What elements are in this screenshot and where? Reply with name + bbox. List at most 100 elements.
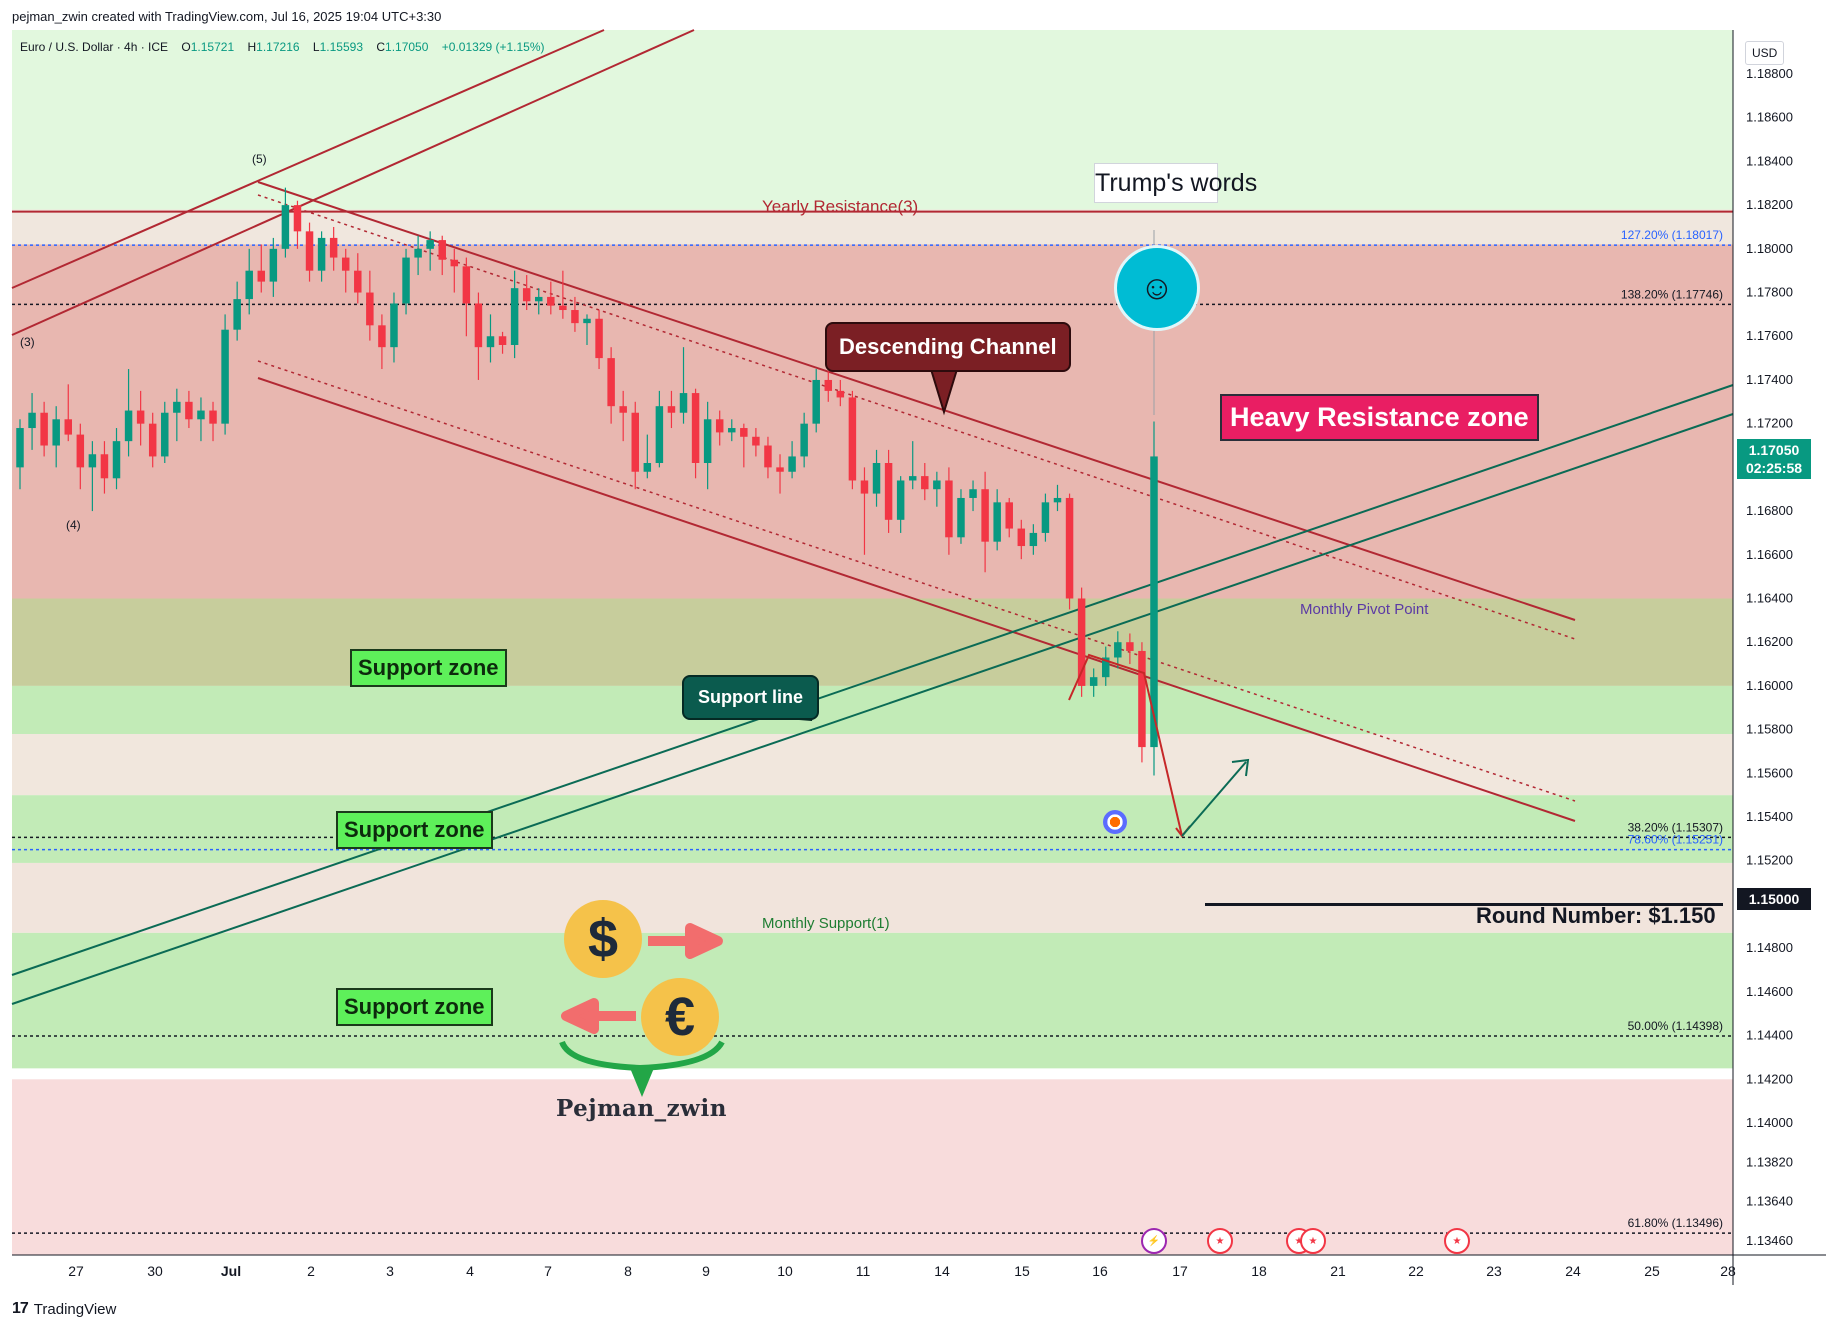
candle-body[interactable] [161,412,169,457]
descending-channel-lower[interactable] [257,377,1576,822]
candle-body[interactable] [124,410,133,442]
candle-body[interactable] [136,410,145,424]
candle-body[interactable] [1017,528,1026,547]
candle-body[interactable] [112,441,121,479]
candle-body[interactable] [438,240,446,260]
candle-body[interactable] [414,248,422,258]
candle-body[interactable] [522,288,531,302]
rising-channel-line[interactable] [11,29,695,336]
candle-body[interactable] [715,419,724,433]
candle-body[interactable] [88,454,97,468]
candle-body[interactable] [908,476,917,481]
zone-band[interactable] [12,598,1733,686]
descending-channel-callout[interactable]: Descending Channel [825,322,1071,372]
candle-body[interactable] [498,336,507,345]
candle-body[interactable] [1005,502,1013,529]
candle-body[interactable] [679,393,688,413]
candle-body[interactable] [1041,502,1050,533]
candle-body[interactable] [728,428,736,433]
lightning-event-icon[interactable]: ⚡ [1141,1228,1167,1254]
candle-body[interactable] [257,270,266,282]
candle-body[interactable] [1138,650,1146,748]
support-line-callout[interactable]: Support line [682,675,819,720]
candle-body[interactable] [981,489,989,542]
candle-body[interactable] [872,463,881,494]
zone-band[interactable] [12,795,1733,863]
candle-body[interactable] [378,325,386,348]
candle-body[interactable] [269,248,278,282]
candle-body[interactable] [354,270,362,293]
channel-midline[interactable] [257,194,1576,640]
candle-body[interactable] [884,463,893,520]
candle-body[interactable] [740,428,748,437]
candle-body[interactable] [209,410,217,424]
projection-down-path[interactable] [1068,653,1183,837]
round-number-label[interactable]: Round Number: $1.150 [1476,903,1716,928]
candle-body[interactable] [197,410,205,420]
person-icon[interactable]: ☺ [1114,245,1200,331]
candle-body[interactable] [776,467,784,472]
candle-body[interactable] [185,401,193,420]
candle-body[interactable] [691,393,700,463]
candle-body[interactable] [836,390,845,398]
candle-body[interactable] [426,240,434,249]
candle-body[interactable] [28,412,36,429]
candle-body[interactable] [1114,642,1122,658]
candle-body[interactable] [619,406,627,413]
candle-body[interactable] [595,318,603,359]
candle-body[interactable] [583,318,591,324]
candle-body[interactable] [824,379,833,391]
candle-body[interactable] [1053,497,1062,503]
candle-body[interactable] [402,257,410,304]
candle-body[interactable] [607,358,615,407]
candle-body[interactable] [703,419,712,463]
candle-body[interactable] [643,463,652,472]
candle-body[interactable] [571,310,579,324]
candle-body[interactable] [281,205,290,249]
descending-channel-upper[interactable] [257,181,1576,621]
candle-body[interactable] [233,299,241,330]
candle-body[interactable] [221,329,229,424]
tradingview-logo[interactable]: 17 TradingView [12,1300,116,1318]
candle-body[interactable] [667,406,676,413]
candle-body[interactable] [1089,677,1098,686]
rising-channel-line[interactable] [11,29,605,289]
candle-body[interactable] [535,296,543,302]
support-line[interactable] [11,413,1734,1005]
candle-body[interactable] [933,480,941,490]
candle-body[interactable] [293,205,302,232]
candle-body[interactable] [800,423,808,457]
projection-up-path[interactable] [1181,761,1247,837]
candle-body[interactable] [16,428,24,468]
zone-band[interactable] [12,932,1733,1069]
candle-body[interactable] [510,288,519,345]
candle-body[interactable] [788,456,796,472]
candle-body[interactable] [752,436,760,446]
candle-body[interactable] [655,406,664,463]
candle-body[interactable] [462,266,471,304]
trump-callout[interactable]: Trump's words [1094,163,1257,203]
candle-body[interactable] [848,397,857,481]
candle-body[interactable] [148,423,157,457]
candle-body[interactable] [1065,497,1074,599]
candle-body[interactable] [993,502,1001,542]
candle-body[interactable] [957,497,965,538]
candle-body[interactable] [1029,532,1038,547]
candle-body[interactable] [40,412,48,446]
candle-body[interactable] [474,303,483,348]
candle-body[interactable] [64,419,72,435]
candle-body[interactable] [945,480,953,538]
candle-body[interactable] [366,292,374,326]
currency-button[interactable]: USD [1745,41,1785,65]
support-zone-label-2[interactable]: Support zone [336,811,493,849]
candle-body[interactable] [559,305,567,311]
candle-body[interactable] [100,454,109,479]
candle-body[interactable] [317,237,326,271]
candle-body[interactable] [921,476,929,490]
candle-body[interactable] [245,270,253,300]
candle-body[interactable] [860,480,869,494]
candle-body[interactable] [341,257,350,271]
candle-body[interactable] [1077,598,1086,686]
support-zone-label-1[interactable]: Support zone [350,649,507,687]
us-flag-icon[interactable]: ★ [1444,1228,1470,1254]
